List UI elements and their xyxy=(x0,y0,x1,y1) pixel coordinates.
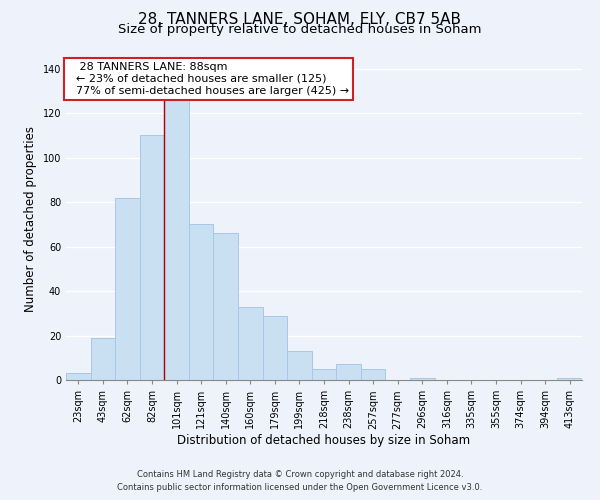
Text: Size of property relative to detached houses in Soham: Size of property relative to detached ho… xyxy=(118,22,482,36)
Y-axis label: Number of detached properties: Number of detached properties xyxy=(24,126,37,312)
Bar xyxy=(115,198,140,380)
X-axis label: Distribution of detached houses by size in Soham: Distribution of detached houses by size … xyxy=(178,434,470,447)
Bar xyxy=(361,369,385,380)
Bar xyxy=(140,136,164,380)
Bar xyxy=(410,378,434,380)
Bar xyxy=(557,378,582,380)
Bar xyxy=(312,369,336,380)
Bar xyxy=(336,364,361,380)
Bar xyxy=(66,374,91,380)
Text: Contains HM Land Registry data © Crown copyright and database right 2024.
Contai: Contains HM Land Registry data © Crown c… xyxy=(118,470,482,492)
Bar xyxy=(164,84,189,380)
Bar xyxy=(287,351,312,380)
Bar xyxy=(91,338,115,380)
Bar xyxy=(263,316,287,380)
Text: 28, TANNERS LANE, SOHAM, ELY, CB7 5AB: 28, TANNERS LANE, SOHAM, ELY, CB7 5AB xyxy=(139,12,461,28)
Text: 28 TANNERS LANE: 88sqm
  ← 23% of detached houses are smaller (125)
  77% of sem: 28 TANNERS LANE: 88sqm ← 23% of detached… xyxy=(68,62,349,96)
Bar xyxy=(189,224,214,380)
Bar xyxy=(238,306,263,380)
Bar xyxy=(214,233,238,380)
